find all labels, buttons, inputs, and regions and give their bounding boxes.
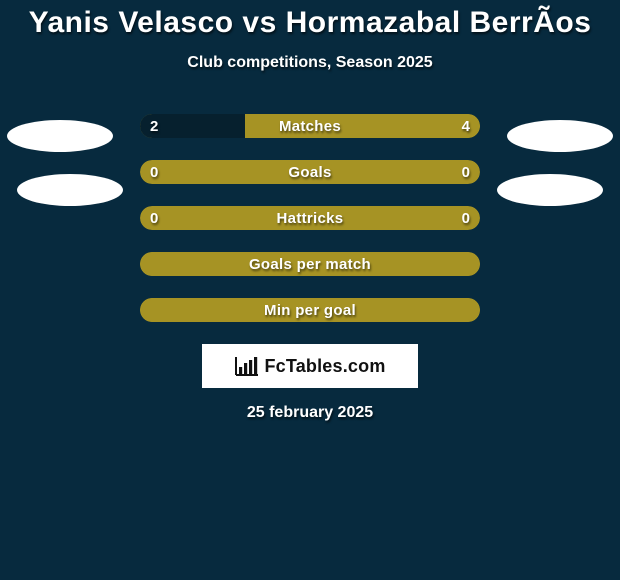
stat-row-goals: 0 Goals 0 xyxy=(140,160,480,184)
page-subtitle: Club competitions, Season 2025 xyxy=(0,54,620,72)
stat-label: Min per goal xyxy=(140,298,480,322)
stat-right-value: 0 xyxy=(462,206,470,230)
stat-row-min-per-goal: Min per goal xyxy=(140,298,480,322)
bar-chart-icon xyxy=(234,355,260,377)
stat-label: Matches xyxy=(140,114,480,138)
avatar xyxy=(17,174,123,206)
date-label: 25 february 2025 xyxy=(0,404,620,422)
stat-label: Goals per match xyxy=(140,252,480,276)
avatar xyxy=(507,120,613,152)
stat-label: Hattricks xyxy=(140,206,480,230)
brand-box: FcTables.com xyxy=(202,344,418,388)
stat-right-value: 4 xyxy=(462,114,470,138)
page-title: Yanis Velasco vs Hormazabal BerrÃ­os xyxy=(0,0,620,40)
avatar xyxy=(497,174,603,206)
stat-right-value: 0 xyxy=(462,160,470,184)
brand-text: FcTables.com xyxy=(264,356,385,377)
stat-row-hattricks: 0 Hattricks 0 xyxy=(140,206,480,230)
stat-row-goals-per-match: Goals per match xyxy=(140,252,480,276)
stat-row-matches: 2 Matches 4 xyxy=(140,114,480,138)
avatar xyxy=(7,120,113,152)
stat-label: Goals xyxy=(140,160,480,184)
comparison-infographic: Yanis Velasco vs Hormazabal BerrÃ­os Clu… xyxy=(0,0,620,580)
